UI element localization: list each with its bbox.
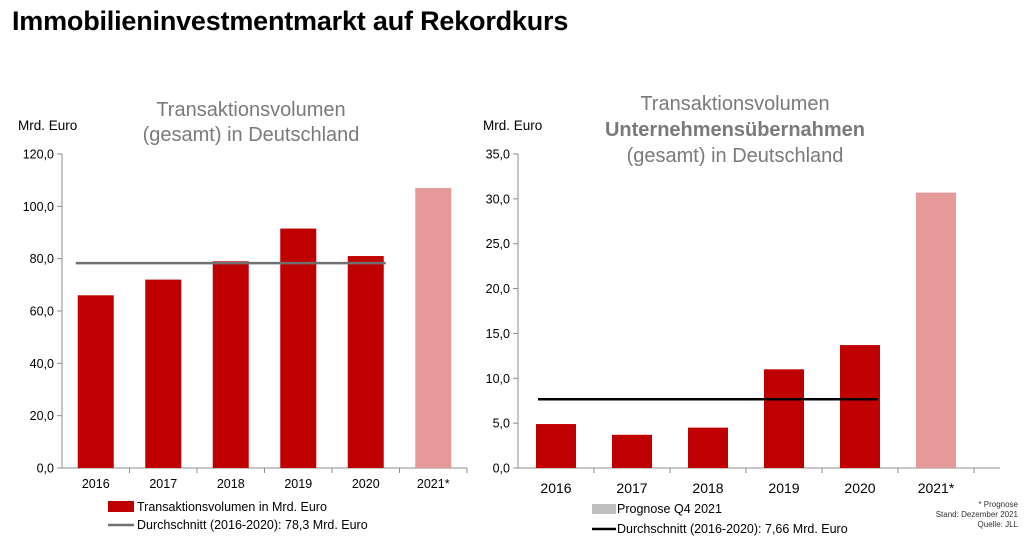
legend-swatch — [108, 501, 134, 512]
y-tick-label: 35,0 — [486, 148, 510, 162]
y-axis-label: Mrd. Euro — [18, 118, 77, 133]
bar — [840, 345, 880, 468]
y-axis-label: Mrd. Euro — [483, 118, 542, 133]
forecast-bar — [916, 192, 956, 468]
bar — [145, 279, 182, 468]
y-tick-label: 120,0 — [23, 148, 54, 162]
chart-title-line: Transaktionsvolumen — [640, 93, 829, 115]
bar — [688, 427, 728, 468]
forecast-bar — [415, 188, 452, 468]
x-tick-label: 2016 — [540, 480, 571, 496]
footnote-line: Quelle: JLL — [978, 520, 1019, 529]
y-tick-label: 30,0 — [486, 192, 510, 206]
y-tick-label: 40,0 — [30, 357, 54, 371]
legend-label: Durchschnitt (2016-2020): 7,66 Mrd. Euro — [617, 522, 848, 536]
x-tick-label: 2018 — [692, 480, 723, 496]
legend-label: Prognose Q4 2021 — [617, 502, 722, 516]
y-tick-label: 20,0 — [30, 409, 54, 423]
y-tick-label: 10,0 — [486, 372, 510, 386]
x-tick-label: 2017 — [149, 477, 177, 491]
footnote-line: Stand: Dezember 2021 — [936, 510, 1019, 519]
legend-label: Transaktionsvolumen in Mrd. Euro — [137, 500, 327, 514]
y-tick-label: 5,0 — [493, 417, 510, 431]
y-tick-label: 60,0 — [30, 305, 54, 319]
legend-swatch — [592, 504, 616, 514]
bar — [212, 261, 249, 468]
chart-2: Transaktionsvolumen Unternehmensübernahme… — [483, 93, 1000, 536]
bar — [280, 228, 317, 468]
y-tick-label: 80,0 — [30, 252, 54, 266]
bar — [347, 256, 384, 468]
y-tick-label: 0,0 — [493, 462, 510, 476]
chart-title-line: Unternehmensübernahmen — [605, 119, 865, 141]
y-tick-label: 100,0 — [23, 200, 54, 214]
x-tick-label: 2019 — [768, 480, 799, 496]
y-tick-label: 15,0 — [486, 327, 510, 341]
bar — [764, 369, 804, 468]
chart-title-line: Transaktionsvolumen — [156, 99, 345, 121]
x-tick-label: 2021* — [918, 480, 955, 496]
legend-label: Durchschnitt (2016-2020): 78,3 Mrd. Euro — [137, 518, 368, 532]
chart-title-line: (gesamt) in Deutschland — [143, 124, 360, 146]
chart-title-line: (gesamt) in Deutschland — [627, 145, 844, 167]
x-tick-label: 2017 — [616, 480, 647, 496]
bar — [536, 424, 576, 468]
bar — [612, 434, 652, 468]
y-tick-label: 0,0 — [37, 462, 54, 476]
y-tick-label: 20,0 — [486, 282, 510, 296]
bar — [77, 295, 114, 468]
x-tick-label: 2016 — [82, 477, 110, 491]
footnote-line: * Prognose — [978, 500, 1018, 509]
x-tick-label: 2021* — [417, 477, 450, 491]
x-tick-label: 2018 — [217, 477, 245, 491]
page-title: Immobilieninvestmentmarkt auf Rekordkurs — [12, 6, 569, 36]
chart-1: Transaktionsvolumen (gesamt) in Deutschla… — [18, 99, 468, 532]
y-tick-label: 25,0 — [486, 237, 510, 251]
x-tick-label: 2020 — [352, 477, 380, 491]
x-tick-label: 2020 — [844, 480, 875, 496]
x-tick-label: 2019 — [284, 477, 312, 491]
